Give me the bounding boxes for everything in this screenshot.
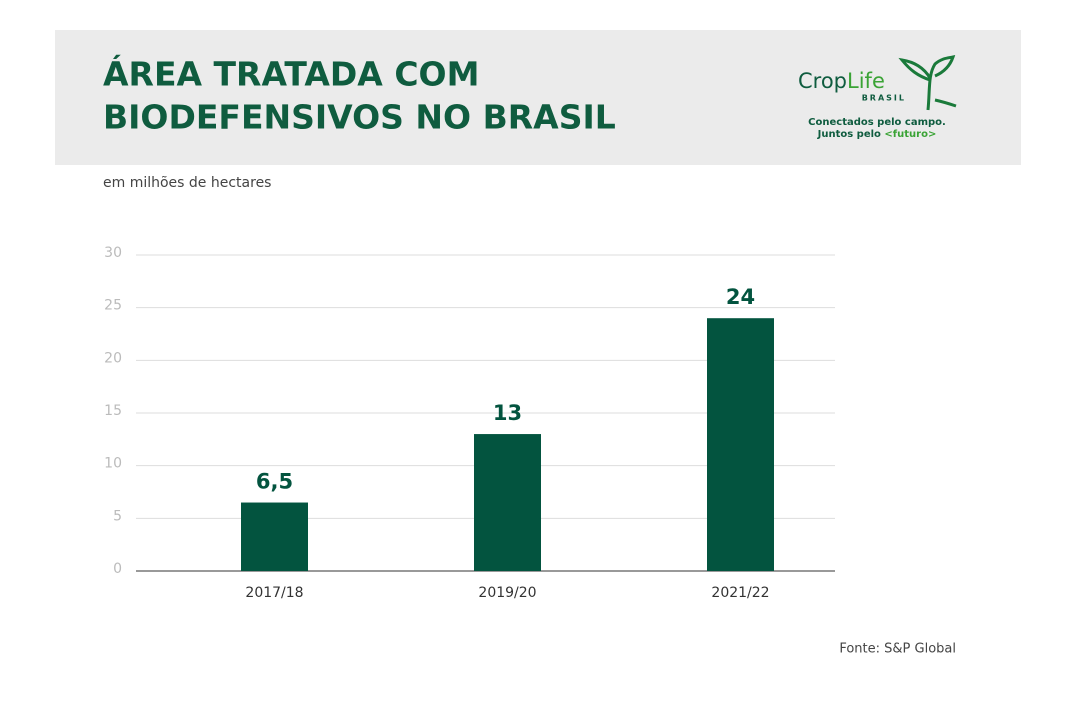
y-tick-label: 10: [104, 456, 122, 472]
value-label: 24: [726, 285, 755, 309]
value-label: 13: [493, 401, 522, 425]
y-tick-label: 20: [104, 350, 122, 366]
source: Fonte: S&P Global: [839, 642, 956, 657]
logo-tagline: Conectados pelo campo.: [808, 117, 946, 128]
value-label: 6,5: [256, 470, 293, 494]
logo-name: CropLife: [798, 69, 885, 93]
logo: CropLife BRASIL Conectados pelo campo. J…: [798, 55, 957, 140]
subtitle: em milhões de hectares: [103, 175, 271, 191]
chart-title: ÁREA TRATADA COM: [103, 54, 479, 94]
chart-title: BIODEFENSIVOS NO BRASIL: [103, 98, 616, 137]
y-tick-label: 0: [113, 561, 122, 577]
header-bg: [55, 30, 1021, 165]
logo-leaf: [898, 55, 957, 111]
y-tick-label: 5: [113, 508, 122, 524]
bar: [241, 502, 308, 571]
x-tick-label: 2021/22: [711, 585, 769, 601]
y-tick-label: 30: [104, 245, 122, 261]
x-tick-label: 2017/18: [245, 585, 303, 601]
y-tick-label: 25: [104, 298, 122, 314]
x-tick-label: 2019/20: [478, 585, 536, 601]
logo-tagline: Juntos pelo <futuro>: [817, 129, 937, 140]
bar: [474, 434, 541, 571]
bar: [707, 318, 774, 571]
logo-country: BRASIL: [862, 94, 906, 103]
y-tick-label: 15: [104, 403, 122, 419]
